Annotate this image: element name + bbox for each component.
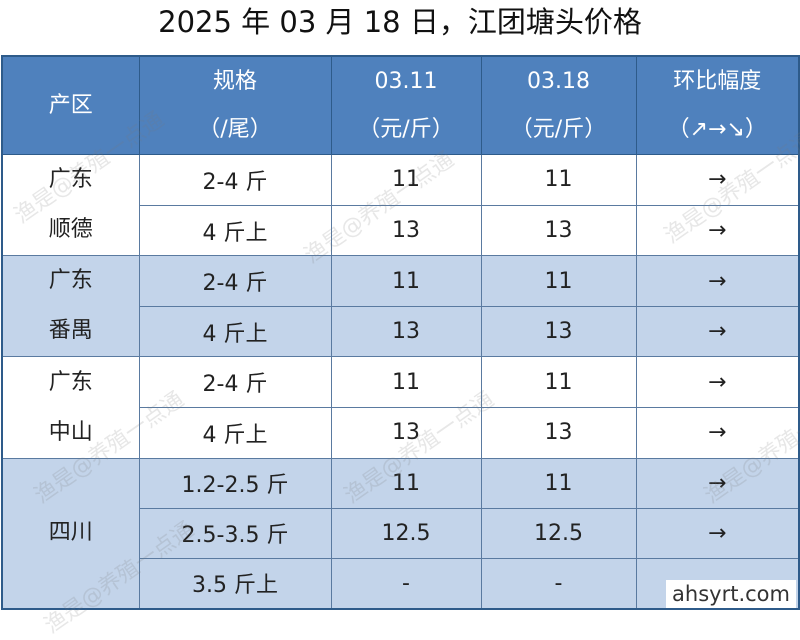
region-cell: 广东 顺德 — [1, 154, 140, 257]
cell: 2.5-3.5 斤 — [138, 507, 332, 559]
header-cell: 产区 — [1, 55, 140, 156]
header-line: （/尾） — [198, 116, 272, 142]
cell: → — [635, 305, 800, 358]
data-row: 2.5-3.5 斤 12.5 12.5 → — [2, 507, 800, 559]
cell: 2-4 斤 — [138, 356, 332, 409]
site-watermark: ahsyrt.com — [666, 580, 796, 608]
page: 2025 年 03 月 18 日，江团塘头价格 产区 规格 （/尾） 03.11 （元/… — [1, 5, 800, 639]
cell: → — [635, 204, 800, 257]
cell: 2-4 斤 — [138, 255, 332, 307]
header-row: 产区 规格 （/尾） 03.11 （元/斤） 03.18 （元/斤） 环比幅度 （↗→↘） — [1, 55, 800, 156]
header-line: 03.11 — [374, 68, 438, 94]
region-line: 番禺 — [48, 318, 93, 344]
cell: → — [635, 407, 800, 459]
cell: - — [330, 557, 482, 610]
cell: 11 — [480, 154, 637, 206]
cell: 3.5 斤上 — [138, 557, 332, 610]
cell: 11 — [480, 255, 637, 307]
header-cell: 规格 （/尾） — [138, 55, 332, 156]
cell: 4 斤上 — [138, 204, 332, 257]
data-row: 4 斤上 13 13 → — [2, 407, 800, 459]
cell: 13 — [330, 305, 482, 358]
region-line: 中山 — [48, 419, 93, 445]
cell: 11 — [330, 154, 482, 206]
region-cell: 广东 中山 — [1, 356, 140, 459]
header-cell: 环比幅度 （↗→↘） — [635, 55, 800, 156]
cell: 13 — [480, 204, 637, 257]
header-line: 03.18 — [527, 68, 590, 94]
cell: → — [635, 255, 800, 307]
title: 2025 年 03 月 18 日，江团塘头价格 — [158, 5, 642, 39]
cell: → — [635, 356, 800, 409]
cell: 4 斤上 — [138, 305, 332, 358]
cell: → — [635, 507, 800, 559]
cell: - — [480, 557, 637, 610]
cell: 13 — [480, 305, 637, 358]
header-line: 规格 — [212, 68, 257, 94]
data-row: 广东 中山 2-4 斤 11 11 → — [1, 356, 800, 459]
cell: 13 — [480, 407, 637, 459]
header-line: （元/斤） — [510, 116, 607, 142]
data-row: 4 斤上 13 13 → — [2, 305, 800, 358]
cell: 13 — [330, 407, 482, 459]
cell: 11 — [480, 356, 637, 409]
cell: 12.5 — [330, 507, 482, 559]
cell: 13 — [330, 204, 482, 257]
cell: 11 — [330, 457, 482, 509]
price-table: 产区 规格 （/尾） 03.11 （元/斤） 03.18 （元/斤） 环比幅度 （↗→↘） 广东顺… — [1, 55, 800, 610]
cell: → — [635, 457, 800, 509]
cell: 11 — [330, 255, 482, 307]
region-line: 四川 — [48, 520, 93, 546]
data-row: 广东 番禺 2-4 斤 11 11 → — [1, 255, 800, 358]
header-line: （元/斤） — [358, 116, 454, 142]
region-line: 广东 — [48, 369, 93, 395]
region-line: 广东 — [48, 268, 93, 294]
cell: 2-4 斤 — [138, 154, 332, 206]
cell: 11 — [480, 457, 637, 509]
data-row: 广东 顺德 2-4 斤 11 11 → — [1, 154, 800, 257]
cell: 1.2-2.5 斤 — [138, 457, 332, 509]
region-line: 顺德 — [48, 217, 93, 243]
region-cell: 四川 — [1, 457, 140, 610]
cell: 12.5 — [480, 507, 637, 559]
data-row: 四川 1.2-2.5 斤 11 11 → — [1, 457, 800, 610]
header-line: 环比幅度 — [673, 68, 762, 94]
region-cell: 广东 番禺 — [1, 255, 140, 358]
header-cell: 03.18 （元/斤） — [480, 55, 637, 156]
region-line: 广东 — [48, 167, 93, 193]
header-cell: 03.11 （元/斤） — [330, 55, 482, 156]
cell: 11 — [330, 356, 482, 409]
header-line: 产区 — [48, 92, 93, 118]
data-row: 4 斤上 13 13 → — [2, 204, 800, 257]
header-line: （↗→↘） — [667, 116, 767, 142]
cell: 4 斤上 — [138, 407, 332, 459]
cell: → — [635, 154, 800, 206]
